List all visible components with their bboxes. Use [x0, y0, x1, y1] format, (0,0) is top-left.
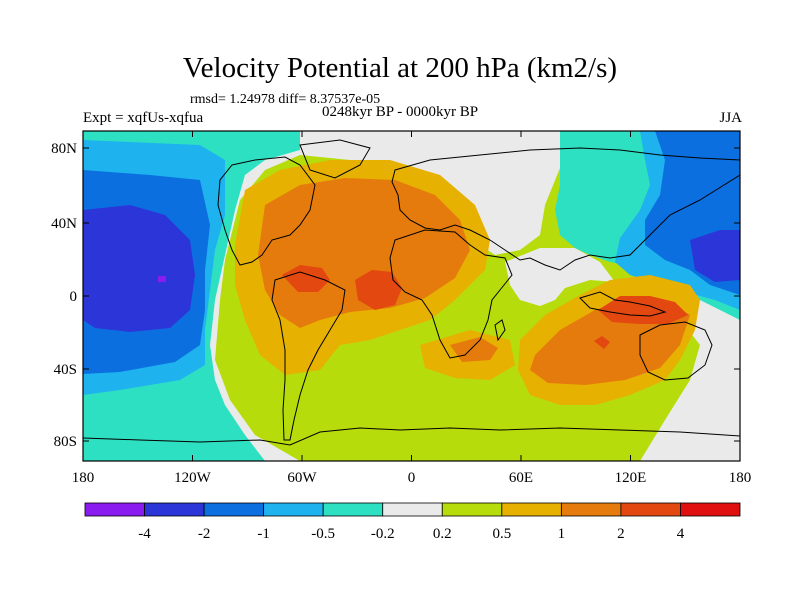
colorbar-label: 0.5	[492, 526, 511, 542]
coastline-antarctica	[83, 427, 740, 446]
colorbar-label: -0.5	[311, 526, 335, 542]
experiment-label: Expt = xqfUs-xqfua	[83, 110, 204, 126]
colorbar-swatch	[84, 502, 145, 517]
colorbar-label: 1	[558, 526, 566, 542]
strong-positive-spot-indonesia	[598, 296, 688, 324]
coastline-indonesia	[579, 291, 667, 317]
colorbar-label: -2	[198, 526, 211, 542]
colorbar-label: 4	[677, 526, 685, 542]
lon-tick-label: 120E	[615, 470, 647, 486]
lat-tick-label: 80N	[51, 141, 77, 157]
coastline-australia	[639, 321, 713, 381]
colorbar-swatch	[203, 502, 265, 517]
coastline-greenland	[299, 139, 371, 179]
coastline-north-america	[217, 156, 316, 266]
very-strong-negative-region-east	[690, 230, 740, 282]
lon-tick-label: 180	[729, 470, 752, 486]
extreme-negative-spot	[158, 276, 166, 282]
colorbar-label: -1	[257, 526, 270, 542]
colorbar-label: 2	[617, 526, 625, 542]
coastlines	[83, 139, 740, 446]
lat-tick-label: 40S	[54, 362, 77, 378]
lon-tick-label: 180	[72, 470, 95, 486]
coastline-south-america	[271, 271, 346, 441]
very-strong-negative-region-west	[83, 205, 195, 332]
colorbar-swatch	[441, 502, 503, 517]
period-label: 0248kyr BP - 0000kyr BP	[322, 104, 479, 120]
colorbar-swatch	[144, 502, 205, 517]
colorbar: -4 -2 -1 -0.5 -0.2 0.2 0.5 1 2 4	[84, 502, 741, 542]
plot-title: Velocity Potential at 200 hPa (km2/s)	[182, 52, 618, 84]
near-zero-region-southeast	[640, 285, 740, 461]
season-label: JJA	[719, 110, 742, 126]
lat-tick-label: 40N	[51, 216, 77, 232]
colorbar-swatch	[560, 502, 622, 517]
colorbar-label: -4	[138, 526, 151, 542]
strong-positive-spot-indian-ocean	[594, 336, 610, 349]
colorbar-label: 0.2	[433, 526, 452, 542]
strong-positive-spot-caribbean	[282, 265, 330, 292]
coastline-europe-asia	[391, 147, 740, 271]
colorbar-label: -0.2	[371, 526, 395, 542]
coastline-africa	[389, 229, 513, 359]
field-shading	[83, 131, 740, 461]
colorbar-swatch	[322, 502, 384, 517]
colorbar-swatch	[382, 502, 443, 517]
near-zero-region-indian	[505, 248, 615, 306]
coastline-madagascar	[494, 319, 506, 342]
stats-label: rmsd= 1.24978 diff= 8.37537e-05	[190, 92, 381, 107]
lon-tick-label: 120W	[174, 470, 212, 486]
lat-tick-label: 80S	[54, 434, 77, 450]
colorbar-swatch	[680, 502, 741, 517]
lon-tick-label: 0	[408, 470, 416, 486]
colorbar-swatch	[620, 502, 681, 517]
lon-tick-label: 60W	[287, 470, 317, 486]
lon-tick-label: 60E	[509, 470, 533, 486]
strong-positive-spot-equatorial-atlantic	[355, 270, 402, 310]
lat-tick-label: 0	[70, 289, 78, 305]
colorbar-swatch	[263, 502, 324, 517]
colorbar-swatch	[501, 502, 562, 517]
axis-ticks: 80N 40N 0 40S 80S 180 120W 60W 0 60E 120E 180	[51, 131, 751, 486]
